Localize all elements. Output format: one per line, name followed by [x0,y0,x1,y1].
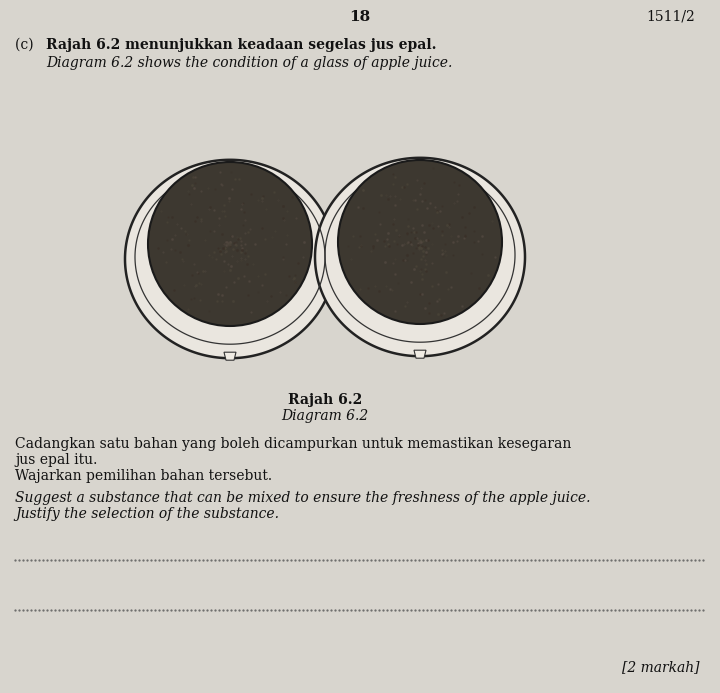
Polygon shape [414,350,426,358]
Text: Rajah 6.2: Rajah 6.2 [288,393,362,407]
Polygon shape [125,160,335,358]
Circle shape [338,160,502,324]
Text: Justify the selection of the substance.: Justify the selection of the substance. [15,507,279,521]
Text: Diagram 6.2: Diagram 6.2 [282,409,369,423]
Text: Diagram 6.2 shows the condition of a glass of apple juice.: Diagram 6.2 shows the condition of a gla… [46,56,452,70]
Circle shape [148,162,312,326]
Text: Wajarkan pemilihan bahan tersebut.: Wajarkan pemilihan bahan tersebut. [15,469,272,483]
Text: Cadangkan satu bahan yang boleh dicampurkan untuk memastikan kesegaran: Cadangkan satu bahan yang boleh dicampur… [15,437,572,451]
Text: 1511/2: 1511/2 [647,10,695,24]
Polygon shape [315,158,525,356]
Text: 18: 18 [349,10,371,24]
Text: [2 markah]: [2 markah] [623,660,700,674]
Text: jus epal itu.: jus epal itu. [15,453,97,467]
Polygon shape [224,352,236,360]
Text: (c): (c) [15,38,42,52]
Text: Suggest a substance that can be mixed to ensure the freshness of the apple juice: Suggest a substance that can be mixed to… [15,491,590,505]
Text: Rajah 6.2 menunjukkan keadaan segelas jus epal.: Rajah 6.2 menunjukkan keadaan segelas ju… [46,38,436,52]
